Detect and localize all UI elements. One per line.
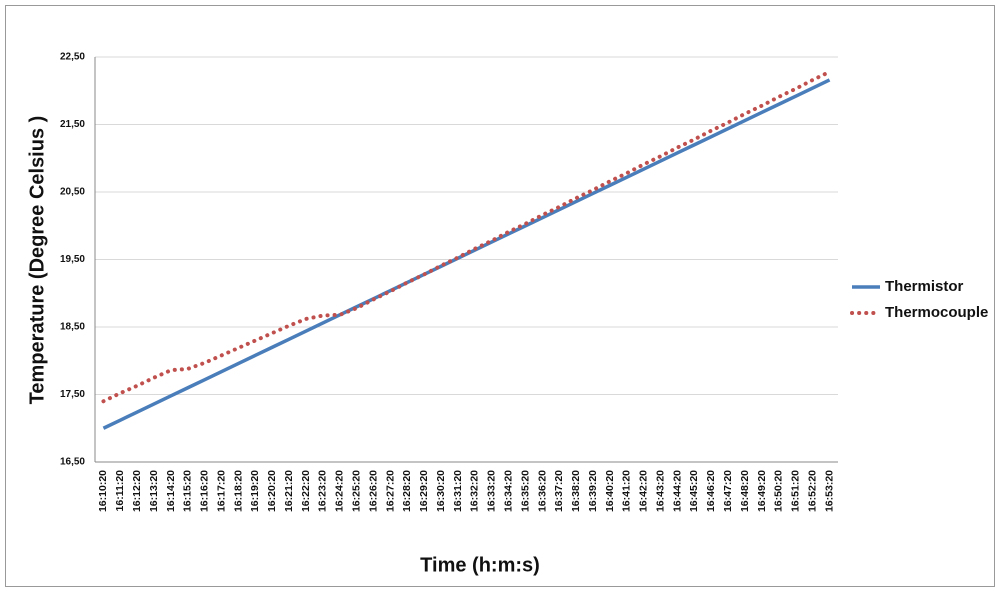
x-tick-label: 16:25:20 [351,470,363,512]
series-line [102,78,831,430]
x-tick-label: 16:47:20 [722,470,734,512]
x-tick-label: 16:44:20 [671,470,683,512]
x-tick-label: 16:42:20 [638,470,650,512]
x-tick-label: 16:19:20 [249,470,261,512]
x-tick-label: 16:37:20 [553,470,565,512]
x-tick-label: 16:22:20 [300,470,312,512]
legend-label: Thermocouple [885,304,988,321]
x-tick-label: 16:11:20 [114,470,126,512]
y-tick-label: 20,50 [60,187,85,198]
x-tick-label: 16:41:20 [621,470,633,512]
x-tick-label: 16:39:20 [587,470,599,512]
x-tick-label: 16:18:20 [232,470,244,512]
x-tick-label: 16:33:20 [486,470,498,512]
x-tick-label: 16:30:20 [435,470,447,512]
x-tick-label: 16:32:20 [469,470,481,512]
y-tick-label: 17,50 [60,389,85,400]
x-tick-label: 16:10:20 [97,470,109,512]
x-tick-label: 16:45:20 [688,470,700,512]
x-tick-label: 16:13:20 [148,470,160,512]
x-tick-label: 16:38:20 [570,470,582,512]
x-tick-label: 16:51:20 [790,470,802,512]
x-tick-label: 16:43:20 [654,470,666,512]
legend-label: Thermistor [885,278,964,295]
x-tick-label: 16:15:20 [182,470,194,512]
x-tick-label: 16:52:20 [806,470,818,512]
y-tick-label: 22,50 [60,52,85,63]
x-tick-label: 16:53:20 [823,470,835,512]
x-axis-title: Time (h:m:s) [420,554,540,576]
x-tick-label: 16:23:20 [317,470,329,512]
x-tick-label: 16:12:20 [131,470,143,512]
x-tick-label: 16:24:20 [334,470,346,512]
y-tick-label: 18,50 [60,322,85,333]
x-tick-label: 16:50:20 [773,470,785,512]
series-line [101,69,832,404]
x-tick-label: 16:28:20 [401,470,413,512]
y-axis-title: Temperature (Degree Celsius ) [26,116,48,405]
chart-frame [5,5,995,587]
x-tick-label: 16:20:20 [266,470,278,512]
x-tick-label: 16:29:20 [418,470,430,512]
x-tick-label: 16:26:20 [367,470,379,512]
x-tick-label: 16:36:20 [536,470,548,512]
x-tick-label: 16:34:20 [502,470,514,512]
y-tick-label: 16,50 [60,457,85,468]
y-tick-label: 21,50 [60,119,85,130]
x-tick-label: 16:21:20 [283,470,295,512]
x-tick-label: 16:16:20 [199,470,211,512]
x-tick-label: 16:35:20 [519,470,531,512]
x-tick-label: 16:48:20 [739,470,751,512]
x-tick-label: 16:49:20 [756,470,768,512]
x-tick-label: 16:46:20 [705,470,717,512]
x-tick-label: 16:27:20 [384,470,396,512]
x-tick-label: 16:40:20 [604,470,616,512]
y-tick-label: 19,50 [60,254,85,265]
x-tick-label: 16:31:20 [452,470,464,512]
x-tick-label: 16:17:20 [215,470,227,512]
x-tick-label: 16:14:20 [165,470,177,512]
